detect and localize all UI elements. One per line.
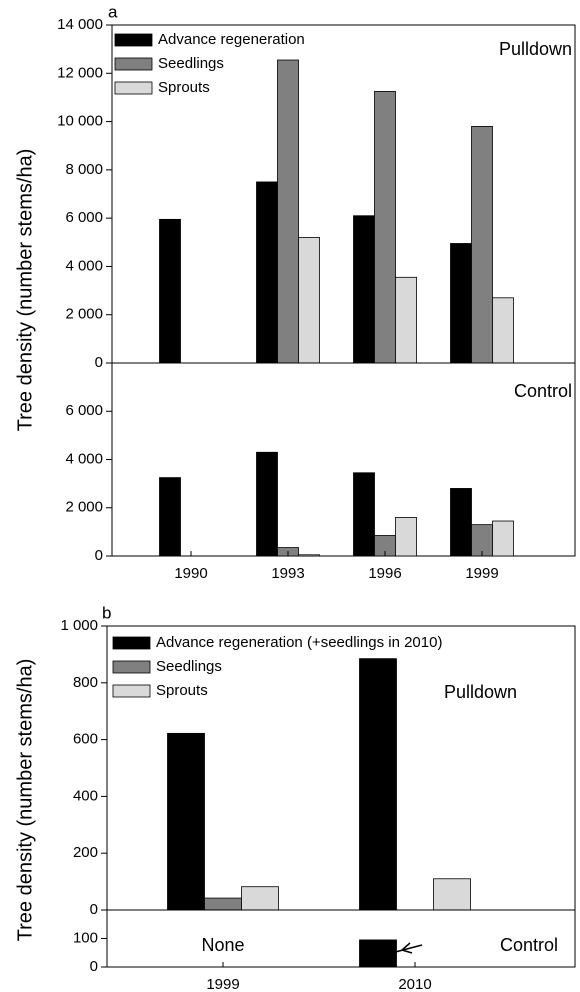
legend-label: Advance regeneration (+seedlings in 2010…	[156, 634, 442, 651]
y-axis-label: Tree density (number stems/ha)	[14, 659, 36, 942]
y-tick-label: 600	[73, 731, 98, 748]
bar	[450, 243, 472, 364]
legend-label: Seedlings	[158, 55, 224, 72]
legend-swatch	[114, 81, 153, 95]
y-tick-label: 200	[73, 844, 98, 861]
bar	[277, 59, 299, 364]
annotation: Control	[500, 935, 558, 955]
legend-swatch	[112, 660, 151, 674]
bar	[359, 939, 397, 968]
y-tick-label: 8 000	[65, 161, 103, 178]
legend-swatch	[114, 57, 153, 71]
bar	[395, 517, 417, 557]
annotation: Pulldown	[499, 39, 572, 59]
y-tick-label: 0	[90, 901, 98, 918]
annotation: None	[201, 935, 244, 955]
y-tick-label: 800	[73, 674, 98, 691]
y-tick-label: 0	[90, 958, 98, 975]
y-tick-label: 6 000	[65, 402, 103, 419]
y-tick-label: 2 000	[65, 306, 103, 323]
legend-swatch	[114, 33, 153, 47]
bar	[353, 215, 375, 364]
x-tick-label: 1999	[465, 565, 498, 582]
bar	[353, 472, 375, 557]
x-tick-label: 1999	[206, 976, 239, 992]
panel-label: a	[108, 2, 118, 21]
panel-label: b	[102, 603, 111, 622]
bar	[167, 732, 205, 911]
bar	[256, 451, 278, 557]
legend-label: Sprouts	[158, 79, 210, 96]
legend-swatch	[112, 684, 151, 698]
bar	[298, 554, 320, 557]
y-tick-label: 2 000	[65, 499, 103, 516]
legend-label: Advance regeneration	[158, 31, 305, 48]
y-tick-label: 14 000	[57, 16, 103, 33]
y-tick-label: 6 000	[65, 209, 103, 226]
arrow-head	[400, 942, 413, 954]
legend-label: Sprouts	[156, 682, 208, 699]
bar	[204, 897, 242, 911]
y-tick-label: 0	[95, 547, 103, 564]
annotation: Pulldown	[444, 682, 517, 702]
y-axis-label: Tree density (number stems/ha)	[14, 149, 36, 432]
bar	[471, 126, 493, 364]
bar	[159, 477, 181, 557]
y-tick-label: 4 000	[65, 257, 103, 274]
legend-label: Seedlings	[156, 658, 222, 675]
legend-swatch	[112, 636, 151, 650]
bar	[256, 181, 278, 364]
bar	[374, 90, 396, 364]
y-tick-label: 4 000	[65, 450, 103, 467]
bar	[159, 218, 181, 364]
x-tick-label: 1996	[368, 565, 401, 582]
bar	[359, 658, 397, 911]
y-tick-label: 100	[73, 929, 98, 946]
x-tick-label: 1993	[271, 565, 304, 582]
annotation: Control	[514, 381, 572, 401]
bar	[298, 237, 320, 364]
y-tick-label: 10 000	[57, 113, 103, 130]
y-tick-label: 0	[95, 354, 103, 371]
y-tick-label: 1 000	[60, 617, 98, 634]
y-tick-label: 12 000	[57, 64, 103, 81]
bar	[492, 520, 514, 557]
bar	[492, 297, 514, 364]
bar	[395, 276, 417, 364]
bar	[450, 488, 472, 557]
y-tick-label: 400	[73, 787, 98, 804]
x-tick-label: 2010	[398, 976, 431, 992]
x-tick-label: 1990	[174, 565, 207, 582]
bar	[241, 886, 279, 911]
bar	[433, 878, 471, 911]
